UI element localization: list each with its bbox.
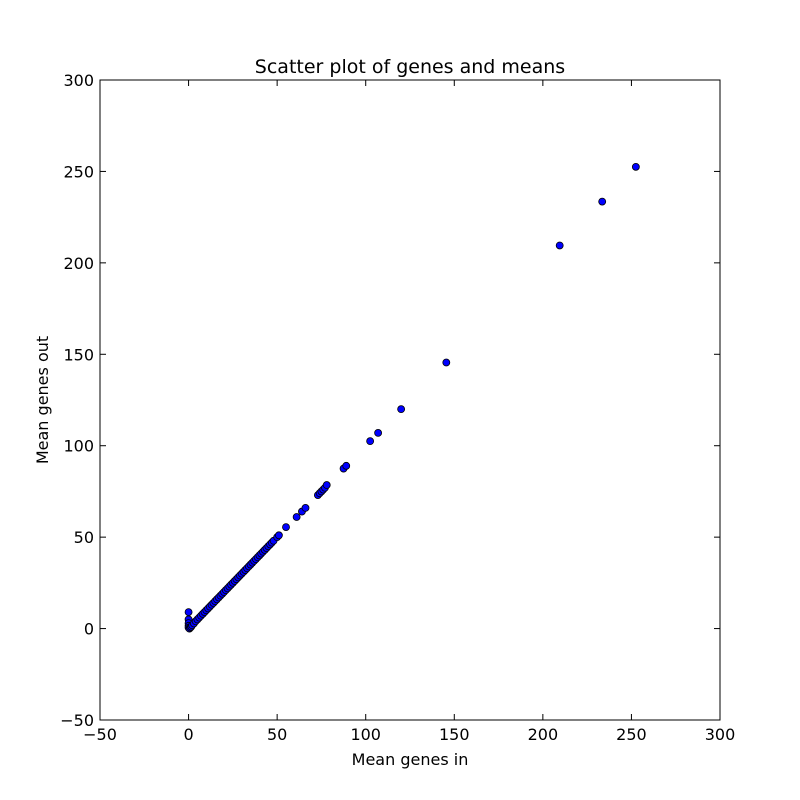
chart-title: Scatter plot of genes and means <box>255 56 565 78</box>
points-layer <box>184 162 640 633</box>
scatter-point-71 <box>397 405 406 414</box>
x-tick-label-1: 0 <box>183 725 193 744</box>
scatter-point-75 <box>631 162 640 171</box>
x-tick-label-3: 100 <box>350 725 381 744</box>
x-tick-label-5: 200 <box>528 725 559 744</box>
scatter-point-56 <box>275 531 283 540</box>
y-tick-label-2: 50 <box>74 528 94 547</box>
y-tick-label-6: 250 <box>63 162 94 181</box>
x-tick-label-4: 150 <box>439 725 470 744</box>
scatter-point-72 <box>442 358 451 367</box>
x-tick-label-2: 50 <box>267 725 287 744</box>
scatter-point-66 <box>322 481 331 489</box>
scatter-point-70 <box>374 429 383 437</box>
y-tick-label-5: 200 <box>63 254 94 273</box>
scatter-point-74 <box>598 197 607 206</box>
y-tick-label-1: 0 <box>84 620 94 639</box>
y-axis-title: Mean genes out <box>33 336 52 464</box>
x-tick-label-6: 250 <box>616 725 647 744</box>
x-axis-title: Mean genes in <box>352 750 469 769</box>
scatter-point-73 <box>555 241 564 250</box>
y-tick-label-0: −50 <box>60 711 94 730</box>
scatter-point-60 <box>301 503 310 512</box>
scatter-point-57 <box>282 523 290 531</box>
scatter-point-0 <box>184 608 193 617</box>
ticks-layer: −50 0 50 100 150 200 250 300 −50 0 50 100 150 200 250 3… <box>60 71 735 744</box>
plot-frame <box>99 79 721 721</box>
x-tick-label-0: −50 <box>83 725 117 744</box>
scatter-point-58 <box>292 513 301 521</box>
scatter-point-68 <box>342 461 351 470</box>
y-tick-label-7: 300 <box>63 71 94 90</box>
y-tick-label-4: 150 <box>63 345 94 364</box>
x-tick-label-7: 300 <box>705 725 736 744</box>
y-tick-label-3: 100 <box>63 437 94 456</box>
scatter-point-69 <box>366 437 375 446</box>
